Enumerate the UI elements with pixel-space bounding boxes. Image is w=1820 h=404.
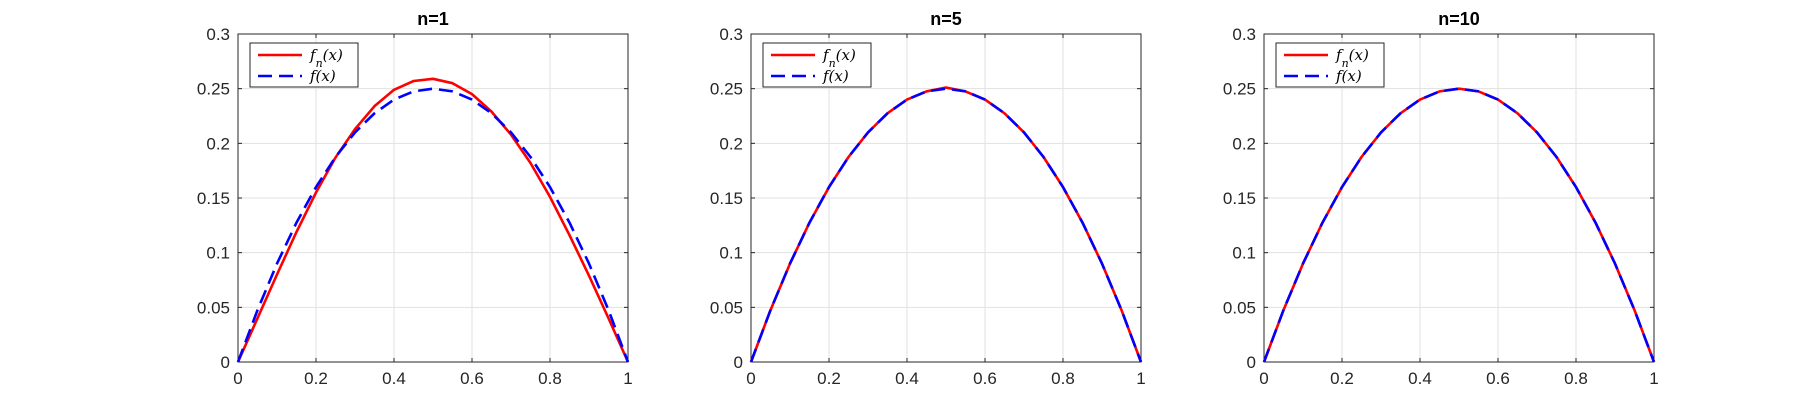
legend-label: f(x) [1335,67,1362,85]
y-tick-label: 0.25 [710,80,743,99]
y-tick-label: 0.05 [710,298,743,317]
legend-label: f(x) [822,67,849,85]
y-tick-label: 0.3 [719,25,743,44]
x-tick-label: 0.2 [817,369,841,388]
x-tick-label: 0.4 [1408,369,1432,388]
y-tick-label: 0.15 [1223,189,1256,208]
series-line-f [749,87,1143,363]
y-tick-label: 0.2 [206,134,230,153]
x-tick-label: 1 [623,369,632,388]
x-tick-label: 0.4 [382,369,406,388]
legend-label: fn(x) [1335,46,1369,70]
panel-3: 0 0.2 0.4 0.6 0.8 1 0 0.05 0.1 0.15 0.2 0.25 0.3 n=10… [1223,9,1659,388]
legend-box [762,42,872,88]
y-tick-label: 0 [734,353,743,372]
y-tick-label: 0.15 [710,189,743,208]
y-tick-label: 0.05 [1223,298,1256,317]
x-tick-label: 1 [1136,369,1145,388]
x-tick-label: 0.4 [895,369,919,388]
chart-title: n=10 [1438,9,1480,29]
legend-label: fn(x) [309,46,343,70]
x-tick-label: 0 [1259,369,1268,388]
x-tick-label: 0.6 [973,369,997,388]
series-line-f [1262,87,1656,363]
y-tick-label: 0.1 [206,244,230,263]
x-tick-label: 0 [746,369,755,388]
chart-title: n=5 [930,9,962,29]
x-tick-label: 0.2 [304,369,328,388]
legend-box [249,42,359,88]
y-tick-label: 0 [221,353,230,372]
y-tick-label: 0.1 [1232,244,1256,263]
x-tick-label: 0.6 [1486,369,1510,388]
legend-box [1275,42,1385,88]
chart-title: n=1 [417,9,449,29]
x-tick-label: 1 [1649,369,1658,388]
x-tick-label: 0.6 [460,369,484,388]
x-tick-label: 0.8 [1051,369,1075,388]
x-tick-label: 0.8 [538,369,562,388]
y-tick-label: 0.25 [1223,80,1256,99]
x-tick-label: 0.8 [1564,369,1588,388]
y-tick-label: 0.2 [1232,134,1256,153]
legend-label: fn(x) [822,46,856,70]
panel-1: 0 0.2 0.4 0.6 0.8 1 0 0.05 0.1 0.15 0.2 0.25 0.3 n=1 f… [197,9,633,388]
series-line-fn [236,77,630,363]
legend-label: f(x) [309,67,336,85]
y-tick-label: 0 [1247,353,1256,372]
y-tick-label: 0.05 [197,298,230,317]
series-line-f [236,87,630,363]
panel-2: 0 0.2 0.4 0.6 0.8 1 0 0.05 0.1 0.15 0.2 0.25 0.3 n=5 f… [710,9,1146,388]
x-tick-label: 0.2 [1330,369,1354,388]
y-tick-label: 0.3 [206,25,230,44]
y-tick-label: 0.2 [719,134,743,153]
y-tick-label: 0.25 [197,80,230,99]
y-tick-label: 0.3 [1232,25,1256,44]
y-tick-label: 0.15 [197,189,230,208]
y-tick-label: 0.1 [719,244,743,263]
x-tick-label: 0 [233,369,242,388]
